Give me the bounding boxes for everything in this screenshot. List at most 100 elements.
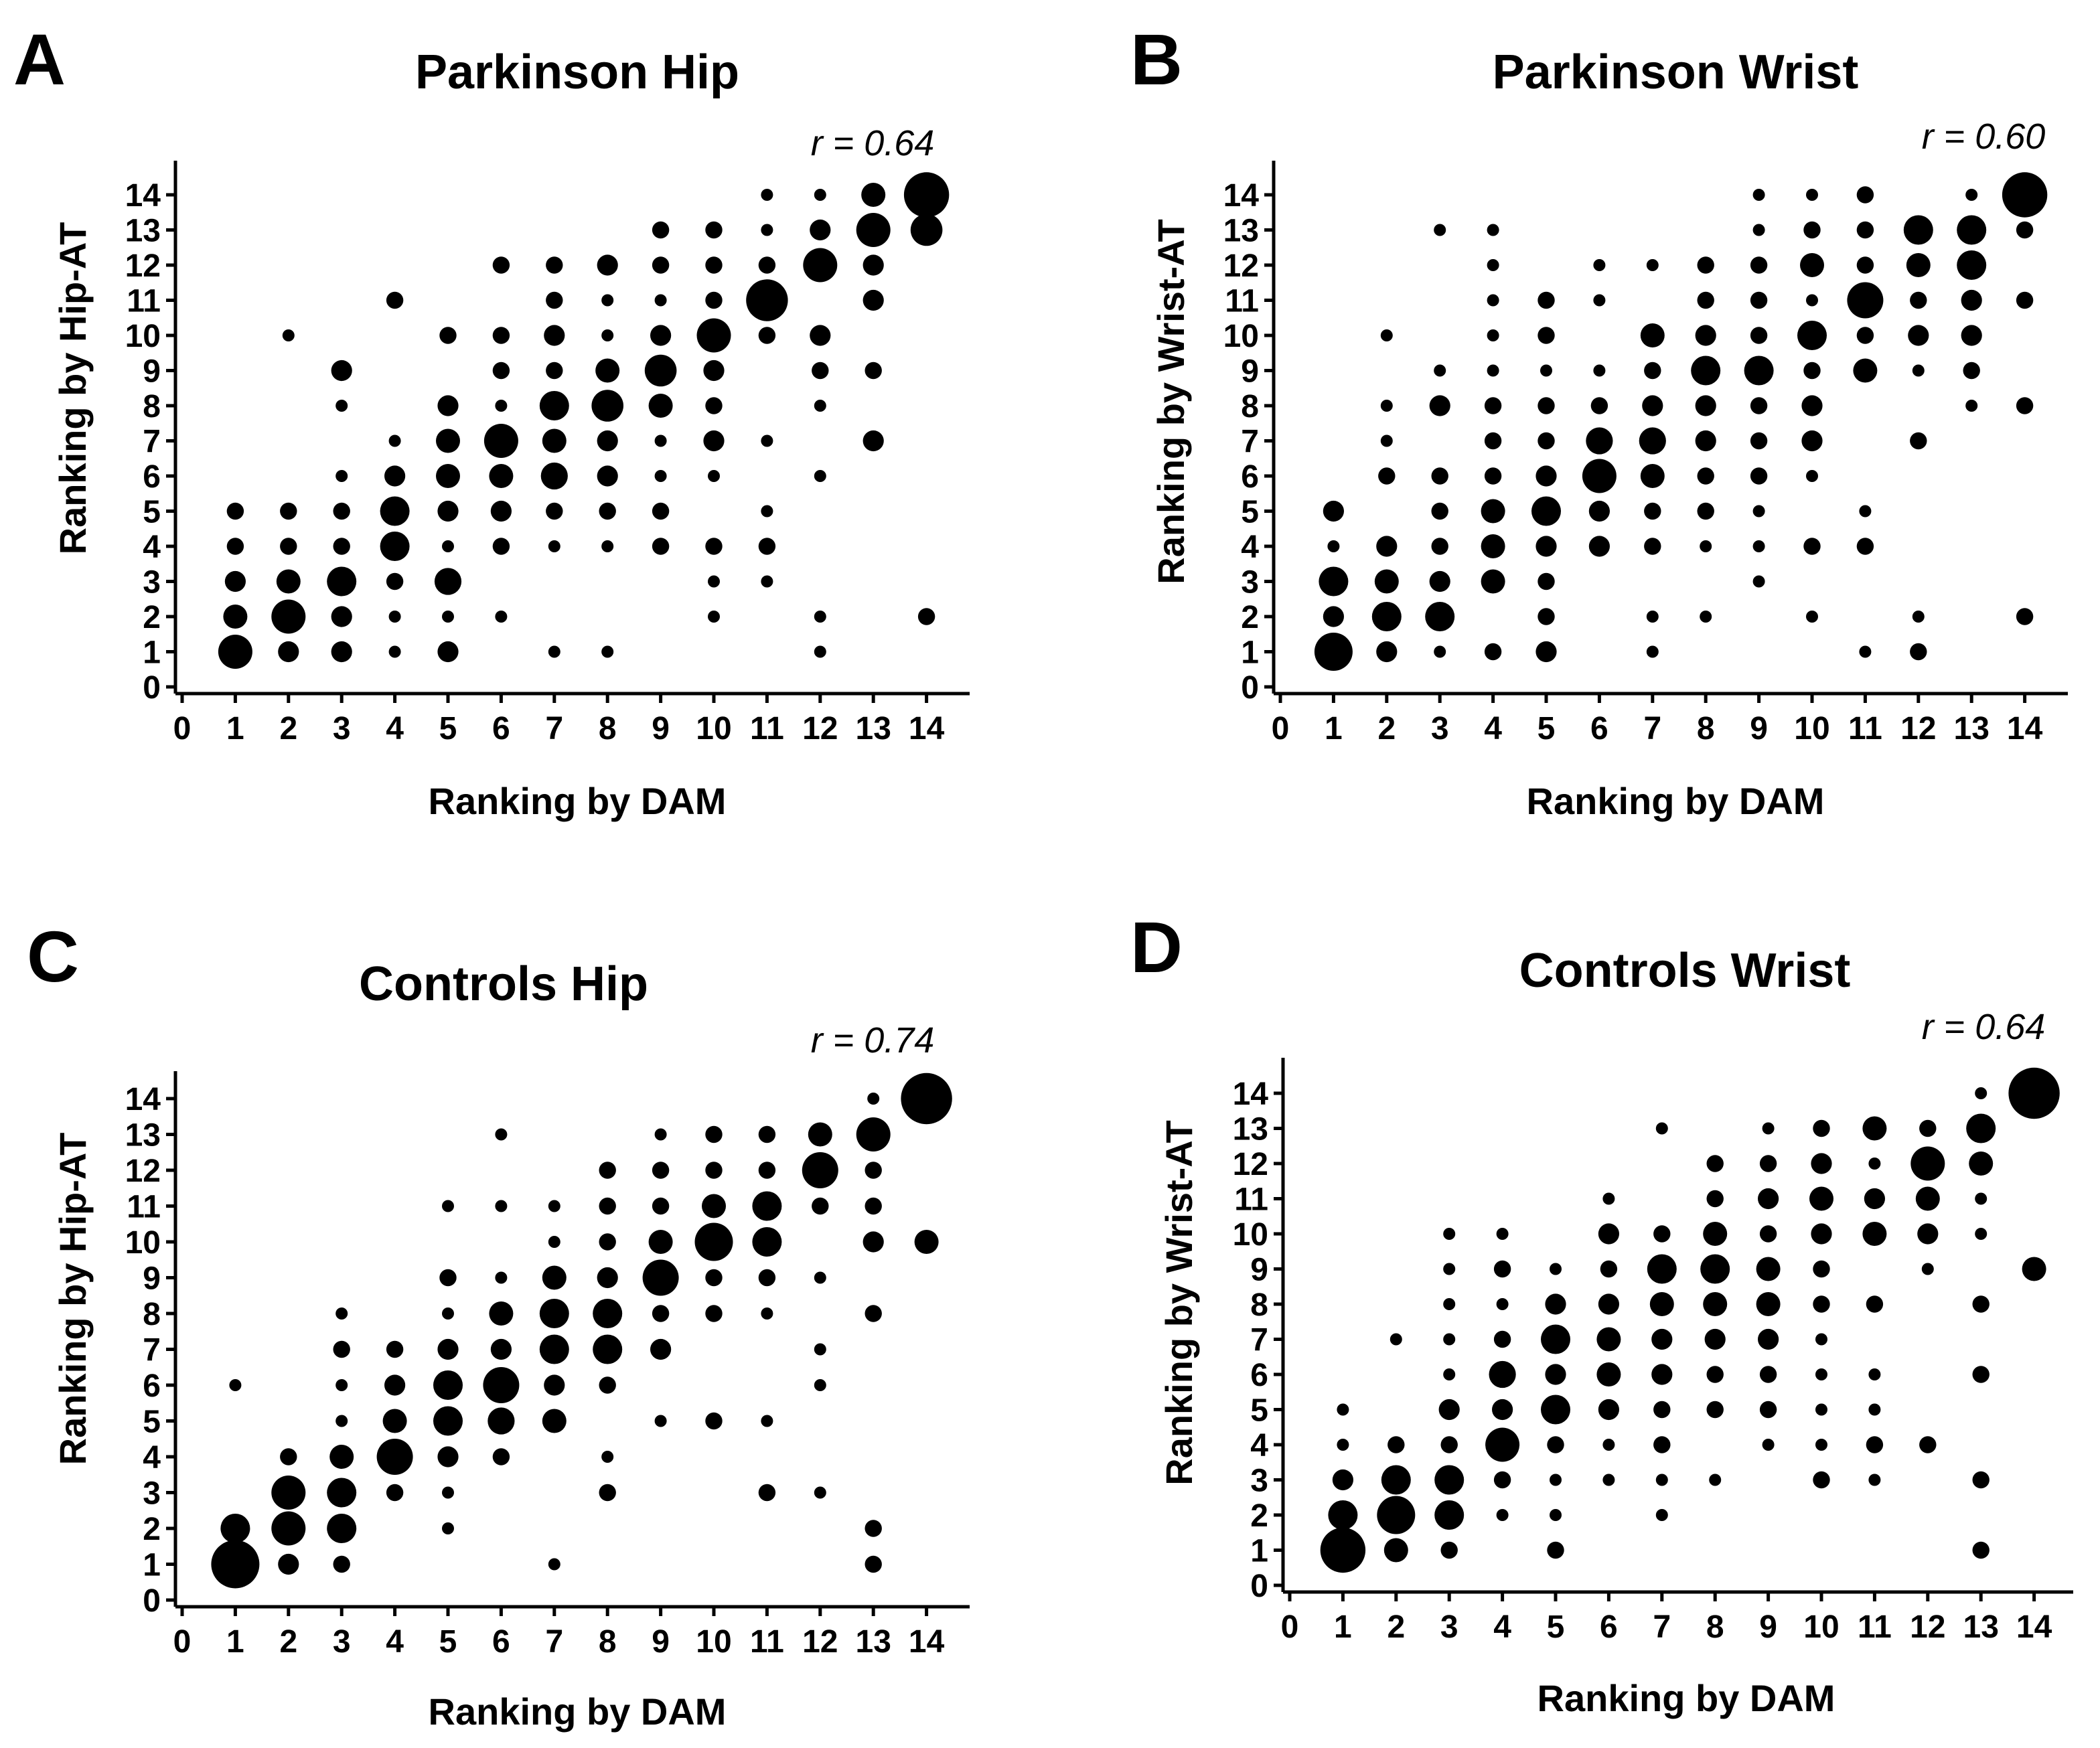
x-tick-label: 3 [1431,711,1449,746]
data-point [601,294,614,307]
data-point [495,1200,508,1212]
data-point [1868,1158,1881,1170]
data-point [384,465,406,487]
data-point [601,645,614,658]
panel-c: C Controls Hip r = 0.74 Ranking by DAM R… [27,916,970,1733]
data-point [758,1125,776,1143]
data-point [495,1271,508,1284]
data-point [546,502,563,520]
y-tick-label: 9 [143,354,161,390]
data-point [1593,294,1606,307]
data-point [1797,321,1827,350]
data-point [1752,224,1765,236]
data-point [1866,1436,1884,1453]
y-tick-label: 4 [143,1440,161,1476]
data-point [1655,1474,1668,1486]
y-tick-label: 5 [1250,1393,1268,1429]
data-point [758,256,776,274]
data-point [327,1514,357,1543]
x-tick-label: 14 [2007,711,2043,746]
data-point [388,434,401,447]
data-point [1697,256,1714,274]
y-tick-label: 0 [143,670,161,706]
correlation-annotation: r = 0.60 [1922,116,2046,157]
y-tick-label: 10 [125,1225,161,1261]
data-point [1868,1368,1881,1380]
data-point [1653,1225,1671,1243]
data-point [703,430,725,452]
data-point [1801,430,1823,452]
data-point [1644,538,1661,555]
data-point [593,1299,623,1328]
chart-title: Parkinson Wrist [1493,46,1859,99]
data-point [696,318,731,353]
data-point [1481,569,1505,594]
data-point [1646,259,1659,271]
data-point [654,470,667,482]
x-tick-label: 13 [856,711,891,746]
data-point [1651,1364,1673,1385]
data-point [483,424,518,458]
data-point [1538,397,1555,414]
y-tick-label: 6 [1241,459,1259,495]
data-point [335,1415,348,1427]
data-point [226,502,244,520]
data-point [1856,221,1874,239]
data-point [386,1340,404,1358]
data-point [1381,1465,1411,1495]
data-point [654,1128,667,1141]
data-point [1910,291,1927,309]
data-point [1815,1439,1827,1451]
data-point [548,540,560,552]
data-point [1376,536,1398,557]
data-point [335,400,348,412]
y-tick-label: 13 [125,214,161,249]
data-point [1481,534,1505,558]
data-point [386,1484,404,1502]
x-tick-label: 10 [696,1624,731,1660]
data-point [599,502,616,520]
data-point [599,1162,616,1179]
data-point [1377,1496,1416,1534]
data-point [224,570,246,592]
y-tick-label: 6 [1250,1358,1268,1393]
x-axis-label: Ranking by DAM [429,780,727,822]
data-point [1759,1155,1777,1172]
data-point [1431,467,1448,485]
correlation-annotation: r = 0.74 [811,1020,935,1060]
y-tick-label: 7 [143,1333,161,1368]
data-point [1496,1298,1509,1310]
data-point [1966,1113,1996,1143]
data-point [597,430,618,452]
y-tick-label: 2 [143,1512,161,1547]
data-point [601,1451,614,1463]
data-point [436,428,460,453]
data-point [708,470,720,482]
y-tick-label: 14 [1223,178,1260,214]
panel-letter: A [13,19,66,100]
data-point [492,1448,510,1465]
y-tick-label: 7 [1241,424,1259,460]
data-point [1496,1509,1509,1521]
x-axis-label: Ranking by DAM [1527,780,1825,822]
data-point [1691,355,1721,386]
data-point [1700,611,1712,623]
x-tick-label: 8 [599,1624,617,1660]
data-point [814,400,826,412]
x-tick-label: 8 [1697,711,1715,746]
data-point [1706,1401,1724,1419]
x-tick-label: 2 [279,711,297,746]
data-point [1847,282,1884,319]
data-point [1903,215,1933,245]
y-tick-label: 5 [1241,495,1259,530]
data-point [382,1409,407,1433]
x-tick-label: 12 [802,711,838,746]
data-point [1910,1146,1945,1181]
data-point [761,189,773,201]
x-tick-label: 3 [333,711,351,746]
data-point [1547,1436,1564,1453]
data-point [865,1520,882,1537]
x-tick-label: 0 [1281,1609,1299,1645]
